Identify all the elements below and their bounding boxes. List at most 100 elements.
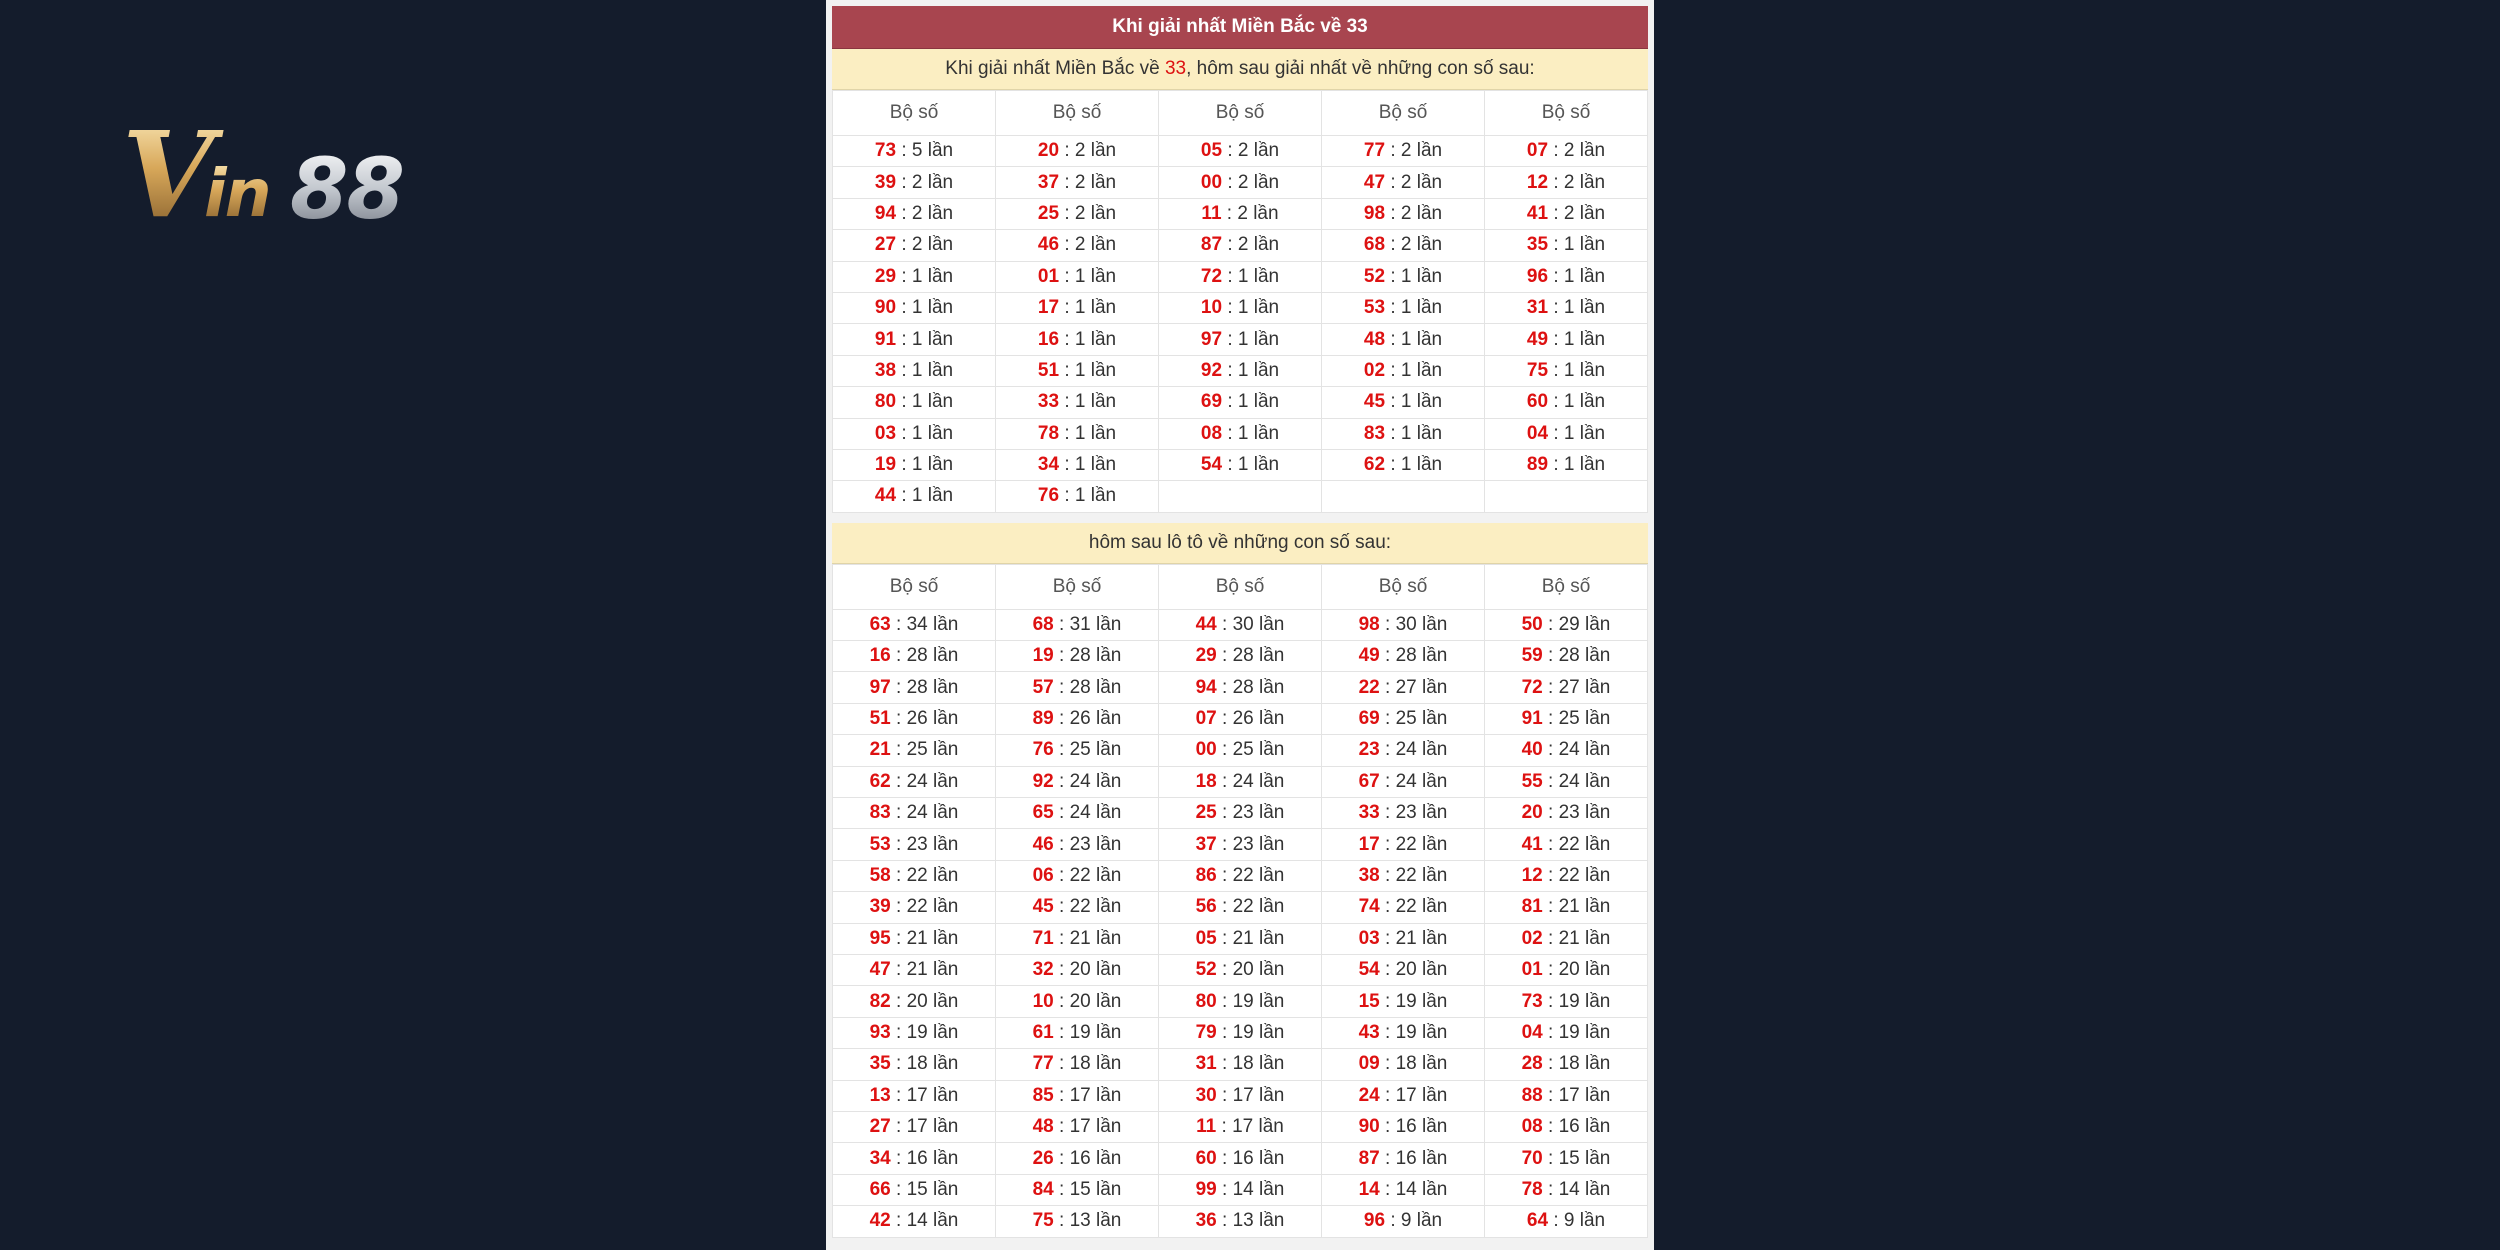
table-row: 39 : 22 lần 45 : 22 lần 56 : 22 lần 74 : 22…	[832, 891, 1648, 924]
result-cell: 19 : 1 lần	[832, 448, 996, 482]
result-count: 1 lần	[1237, 391, 1280, 413]
result-count: 2 lần	[1400, 234, 1443, 256]
result-number: 05	[1200, 140, 1223, 162]
result-count: 2 lần	[1400, 140, 1443, 162]
result-number: 97	[869, 676, 891, 698]
result-cell: 52 : 1 lần	[1321, 260, 1485, 293]
result-cell: 89 : 1 lần	[1484, 448, 1648, 482]
result-count: 19 lần	[906, 1021, 959, 1043]
result-separator: :	[1059, 454, 1075, 476]
result-number: 03	[874, 422, 897, 444]
result-number: 72	[1200, 265, 1223, 287]
result-cell: 87 : 2 lần	[1158, 229, 1322, 262]
result-cell: 04 : 1 lần	[1484, 417, 1648, 450]
result-number: 15	[1358, 990, 1380, 1012]
table-row: 27 : 17 lần 48 : 17 lần 11 : 17 lần 90 : 16…	[832, 1110, 1648, 1144]
result-cell: 18 : 24 lần	[1158, 765, 1322, 799]
result-cell: 63 : 34 lần	[832, 608, 996, 642]
result-number: 96	[1526, 265, 1549, 287]
result-count: 28 lần	[906, 645, 959, 667]
result-separator: :	[1053, 1116, 1070, 1138]
result-number: 03	[1358, 927, 1380, 949]
result-cell: 96 : 9 lần	[1321, 1205, 1485, 1238]
result-cell: 94 : 2 lần	[832, 197, 996, 231]
result-number: 74	[1358, 896, 1380, 918]
result-number: 54	[1358, 959, 1380, 981]
result-cell: 00 : 2 lần	[1158, 166, 1322, 199]
result-cell: 72 : 27 lần	[1484, 671, 1648, 704]
result-separator: :	[896, 140, 912, 162]
result-number: 92	[1032, 770, 1054, 792]
result-count: 16 lần	[1558, 1116, 1611, 1138]
result-cell: 66 : 15 lần	[832, 1173, 996, 1207]
result-separator: :	[1379, 1178, 1396, 1200]
result-cell: 76 : 25 lần	[995, 734, 1159, 767]
result-separator: :	[1216, 676, 1233, 698]
result-count: 24 lần	[1232, 770, 1285, 792]
result-number: 04	[1526, 422, 1549, 444]
result-count: 22 lần	[906, 896, 959, 918]
result-separator: :	[1542, 833, 1559, 855]
result-number: 58	[869, 865, 891, 886]
result-count: 1 lần	[1074, 391, 1117, 413]
result-cell: 77 : 2 lần	[1321, 134, 1485, 168]
result-count: 17 lần	[1558, 1084, 1611, 1106]
result-separator: :	[896, 454, 912, 476]
result-separator: :	[1053, 990, 1070, 1012]
result-separator: :	[1385, 454, 1401, 476]
result-cell: 92 : 1 lần	[1158, 354, 1322, 388]
result-count: 21 lần	[1558, 896, 1611, 918]
column-header: Bộ số	[995, 90, 1159, 136]
result-count: 20 lần	[1069, 959, 1122, 981]
result-number: 80	[1195, 990, 1217, 1012]
result-number: 25	[1037, 202, 1060, 224]
result-count: 1 lần	[1400, 359, 1443, 381]
result-count: 1 lần	[1563, 454, 1606, 476]
result-count: 18 lần	[1232, 1053, 1285, 1075]
result-cell: 03 : 21 lần	[1321, 922, 1485, 955]
result-count: 28 lần	[906, 676, 959, 698]
result-cell: 19 : 28 lần	[995, 640, 1159, 673]
result-number: 90	[874, 297, 897, 319]
result-cell: 13 : 17 lần	[832, 1079, 996, 1112]
result-separator: :	[1222, 297, 1238, 319]
result-number: 29	[1195, 645, 1217, 667]
result-cell: 87 : 16 lần	[1321, 1142, 1485, 1175]
result-separator: :	[1542, 802, 1559, 824]
result-number: 19	[874, 454, 897, 476]
column-header: Bộ số	[832, 563, 996, 610]
result-number: 00	[1195, 739, 1217, 761]
result-count: 24 lần	[1395, 739, 1448, 761]
result-separator: :	[1542, 1084, 1559, 1106]
result-count: 1 lần	[1563, 328, 1606, 350]
table-row: 42 : 14 lần 75 : 13 lần 36 : 13 lần 96 : 9 …	[832, 1205, 1648, 1238]
result-cell: 05 : 2 lần	[1158, 134, 1322, 168]
result-cell: 75 : 13 lần	[995, 1205, 1159, 1238]
result-separator: :	[1053, 833, 1070, 855]
result-number: 21	[869, 739, 891, 761]
result-cell: 97 : 28 lần	[832, 671, 996, 704]
result-separator: :	[1053, 645, 1070, 667]
result-count: 1 lần	[911, 422, 954, 444]
result-separator: :	[1053, 959, 1070, 981]
result-cell: 01 : 1 lần	[995, 260, 1159, 293]
result-cell: 33 : 1 lần	[995, 386, 1159, 419]
result-count: 22 lần	[1558, 865, 1611, 886]
result-number: 54	[1200, 454, 1223, 476]
result-cell: 15 : 19 lần	[1321, 985, 1485, 1018]
result-count: 2 lần	[1237, 202, 1279, 224]
result-count: 22 lần	[1395, 896, 1448, 918]
result-count: 18 lần	[1395, 1053, 1448, 1075]
result-cell: 22 : 27 lần	[1321, 671, 1485, 704]
result-number: 83	[869, 802, 891, 824]
result-count: 1 lần	[1074, 422, 1117, 444]
result-count: 26 lần	[906, 708, 959, 730]
result-cell: 31 : 18 lần	[1158, 1048, 1322, 1081]
table-row: 03 : 1 lần 78 : 1 lần 08 : 1 lần 83 : 1 lần…	[832, 417, 1648, 450]
result-separator: :	[1548, 422, 1564, 444]
result-count: 1 lần	[1074, 297, 1117, 319]
result-number: 52	[1195, 959, 1217, 981]
result-count: 27 lần	[1395, 676, 1448, 698]
result-cell: 28 : 18 lần	[1484, 1048, 1648, 1081]
result-count: 22 lần	[1069, 865, 1122, 886]
